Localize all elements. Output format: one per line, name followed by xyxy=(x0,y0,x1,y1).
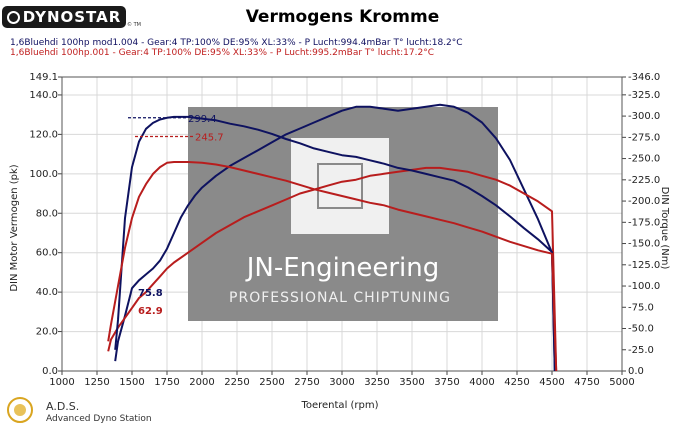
peak-label: 62.9 xyxy=(138,306,163,317)
y-tick-label: 20.0 xyxy=(36,327,58,338)
y2-tick-label: -150.0 xyxy=(628,239,660,250)
axes: 1000 1250 1500 1750 2000 2250 2500 2750 3000 3250… xyxy=(29,72,660,388)
peak-label: 299.4 xyxy=(188,114,217,125)
y-tick-label: 60.0 xyxy=(36,248,58,259)
footer-brand: A.D.S. xyxy=(46,400,80,413)
x-tick-label: 5000 xyxy=(609,377,634,388)
x-tick-label: 3250 xyxy=(364,377,389,388)
x-tick-label: 4000 xyxy=(469,377,494,388)
y2-tick-label: -50.0 xyxy=(628,324,654,335)
y2-tick-label: -100.0 xyxy=(628,281,660,292)
stock-power-line xyxy=(107,166,558,372)
dynostar-logo: DYNOSTAR xyxy=(2,6,126,28)
y2-tick-label: -225.0 xyxy=(628,175,660,186)
run-label-2: 1,6Bluehdi 100hp.001 - Gear:4 TP:100% DE… xyxy=(10,48,434,58)
y2-axis-label: DIN Torque (Nm) xyxy=(659,187,670,270)
x-tick-label: 2500 xyxy=(259,377,284,388)
x-axis-label: Toerental (rpm) xyxy=(300,400,378,411)
x-tick-label: 2250 xyxy=(224,377,249,388)
y2-tick-label: -346.0 xyxy=(628,72,660,83)
chart-title: Vermogens Kromme xyxy=(245,7,440,27)
x-tick-label: 2000 xyxy=(189,377,214,388)
x-tick-label: 4500 xyxy=(539,377,564,388)
logo-text: DYNOSTAR xyxy=(22,8,122,26)
x-tick-label: 4250 xyxy=(504,377,529,388)
peak-label: 245.7 xyxy=(195,132,224,143)
y2-tick-label: -250.0 xyxy=(628,154,660,165)
ads-logo-icon xyxy=(7,397,33,423)
footer-subtitle: Advanced Dyno Station xyxy=(46,414,152,424)
x-tick-label: 1500 xyxy=(119,377,144,388)
x-tick-label: 3750 xyxy=(434,377,459,388)
y2-tick-label: -300.0 xyxy=(628,111,660,122)
x-tick-label: 4750 xyxy=(574,377,599,388)
chip-core-icon xyxy=(317,163,363,209)
y2-tick-label: 0.0 xyxy=(628,366,644,377)
x-tick-label: 1250 xyxy=(84,377,109,388)
x-tick-label: 1000 xyxy=(49,377,74,388)
plot-frame xyxy=(61,76,623,372)
y2-tick-label: -275.0 xyxy=(628,132,660,143)
y2-tick-label: -200.0 xyxy=(628,196,660,207)
y-tick-label: 120.0 xyxy=(29,129,58,140)
tuned-torque-line xyxy=(114,115,556,372)
y2-tick-label: -175.0 xyxy=(628,217,660,228)
watermark: JN-Engineering PROFESSIONAL CHIPTUNING xyxy=(188,107,498,321)
y-tick-label: 80.0 xyxy=(36,208,58,219)
logo-ring-icon xyxy=(6,10,20,24)
run-label-1: 1,6Bluehdi 100hp mod1.004 - Gear:4 TP:10… xyxy=(10,38,463,48)
y-tick-label: 0.0 xyxy=(42,366,58,377)
y-tick-label: 140.0 xyxy=(29,90,58,101)
series-group xyxy=(107,103,558,372)
y-tick-label: 149.1 xyxy=(29,72,58,83)
x-tick-label: 1750 xyxy=(154,377,179,388)
x-tick-label: 3500 xyxy=(399,377,424,388)
y2-tick-label: -75.0 xyxy=(628,302,654,313)
annotation-group: 299.4 245.7 75.8 62.9 xyxy=(128,114,224,317)
y-tick-label: 100.0 xyxy=(29,169,58,180)
x-tick-label: 3000 xyxy=(329,377,354,388)
watermark-line2: PROFESSIONAL CHIPTUNING xyxy=(229,290,451,306)
stock-torque-line xyxy=(107,161,558,372)
y2-tick-label: -125.0 xyxy=(628,260,660,271)
y-tick-label: 40.0 xyxy=(36,287,58,298)
peak-label: 75.8 xyxy=(138,288,163,299)
x-tick-label: 2750 xyxy=(294,377,319,388)
logo-trademark: © TM xyxy=(127,22,141,28)
y2-tick-label: -325.0 xyxy=(628,90,660,101)
watermark-line1: JN-Engineering xyxy=(245,253,440,283)
y-axis-label: DIN Motor Vermogen (pk) xyxy=(9,164,20,291)
tuned-power-line xyxy=(114,103,556,372)
y2-tick-label: -25.0 xyxy=(628,345,654,356)
